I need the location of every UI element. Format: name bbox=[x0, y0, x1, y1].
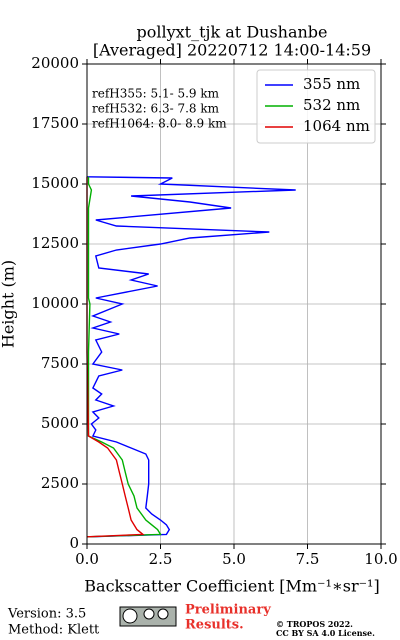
license: CC BY SA 4.0 License. bbox=[276, 628, 375, 638]
legend-label: 532 nm bbox=[303, 96, 360, 114]
profile-line bbox=[86, 176, 296, 538]
y-tick-label: 7500 bbox=[41, 354, 79, 372]
x-tick-label: 10.0 bbox=[364, 550, 397, 568]
profile-line bbox=[86, 176, 145, 538]
x-axis-label: Backscatter Coefficient [Mm⁻¹∗sr⁻¹] bbox=[84, 577, 379, 596]
y-tick-label: 0 bbox=[69, 534, 79, 552]
chart-subtitle: [Averaged] 20220712 14:00-14:59 bbox=[93, 41, 371, 60]
annotation: refH532: 6.3- 7.8 km bbox=[92, 102, 220, 116]
preliminary: Preliminary bbox=[185, 603, 271, 618]
plot-frame bbox=[86, 63, 382, 545]
annotation: refH1064: 8.0- 8.9 km bbox=[92, 117, 227, 131]
x-tick-label: 0.0 bbox=[75, 550, 99, 568]
cc-logo bbox=[119, 606, 177, 627]
y-axis-label: Height (m) bbox=[0, 260, 18, 348]
profile-line bbox=[86, 176, 162, 538]
legend-label: 355 nm bbox=[303, 75, 360, 93]
y-tick-label: 5000 bbox=[41, 414, 79, 432]
y-tick-label: 17500 bbox=[31, 114, 79, 132]
chart-title: pollyxt_tjk at Dushanbe bbox=[136, 23, 327, 42]
y-tick-label: 12500 bbox=[31, 234, 79, 252]
y-tick-label: 20000 bbox=[31, 54, 79, 72]
y-tick-label: 2500 bbox=[41, 474, 79, 492]
x-tick-label: 5.0 bbox=[222, 550, 246, 568]
annotation: refH355: 5.1- 5.9 km bbox=[92, 87, 220, 101]
copyright: © TROPOS 2022. bbox=[276, 619, 353, 629]
legend-label: 1064 nm bbox=[303, 117, 370, 135]
legend-box bbox=[256, 69, 376, 144]
y-tick-label: 10000 bbox=[31, 294, 79, 312]
x-tick-label: 7.5 bbox=[296, 550, 320, 568]
method: Method: Klett bbox=[8, 623, 100, 638]
version: Version: 3.5 bbox=[7, 607, 86, 622]
preliminary: Results. bbox=[185, 618, 244, 633]
y-tick-label: 15000 bbox=[31, 174, 79, 192]
x-tick-label: 2.5 bbox=[149, 550, 173, 568]
